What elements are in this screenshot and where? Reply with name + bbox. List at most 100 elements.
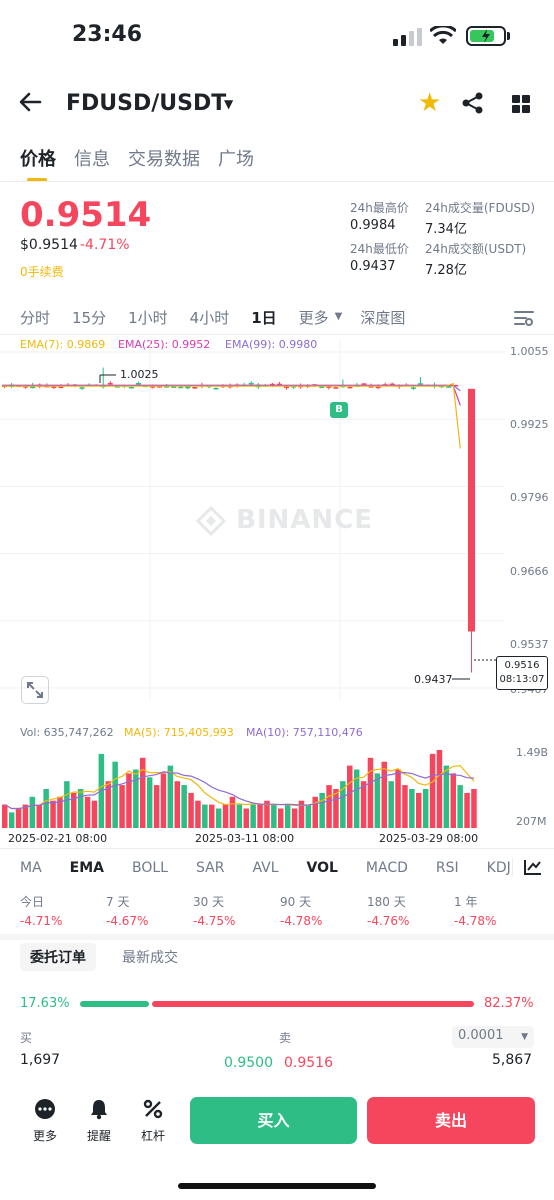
alert-button[interactable]: 提醒 bbox=[79, 1098, 119, 1144]
volume-bar bbox=[64, 781, 70, 828]
indicator-boll[interactable]: BOLL bbox=[132, 860, 168, 876]
candle bbox=[284, 386, 289, 389]
high-value: 0.9984 bbox=[350, 218, 396, 233]
vol-legend: Vol: 635,747,262 bbox=[20, 726, 114, 739]
volume-bar bbox=[278, 808, 284, 828]
fullscreen-expand-icon[interactable] bbox=[21, 676, 49, 704]
tab-order-book[interactable]: 委托订单 bbox=[20, 943, 96, 971]
low-label: 24h最低价 bbox=[350, 242, 409, 256]
more-caret-icon[interactable]: ▼ bbox=[334, 311, 343, 322]
more-button[interactable]: 更多 bbox=[25, 1098, 65, 1144]
volume-bar bbox=[105, 781, 111, 828]
volume-bar bbox=[22, 804, 29, 828]
candle bbox=[178, 386, 184, 389]
volume-axis-tick: 207M bbox=[516, 815, 547, 828]
divider bbox=[0, 181, 554, 182]
interval-15m[interactable]: 15分 bbox=[72, 309, 107, 327]
volume-bar bbox=[340, 781, 346, 828]
indicator-rsi[interactable]: RSI bbox=[435, 860, 459, 876]
volume-bar bbox=[429, 753, 436, 828]
volume-bar bbox=[450, 773, 456, 828]
bid-price[interactable]: 0.9500 bbox=[224, 1055, 273, 1071]
volume-bar bbox=[188, 792, 194, 828]
volume-bar bbox=[264, 800, 270, 828]
ask-header: 卖 bbox=[279, 1031, 292, 1045]
volume-bar bbox=[312, 796, 318, 828]
volume-bar bbox=[119, 785, 125, 828]
volume-bar bbox=[112, 761, 118, 828]
indicator-vol[interactable]: VOL bbox=[306, 860, 338, 876]
volume-bar bbox=[15, 808, 22, 828]
candle bbox=[248, 382, 254, 385]
home-indicator bbox=[178, 1183, 376, 1189]
volume-bar bbox=[271, 804, 277, 828]
candle bbox=[410, 387, 416, 389]
indicator-kdj[interactable]: KDJ bbox=[486, 860, 511, 876]
interval-more[interactable]: 更多 bbox=[298, 309, 329, 327]
volume-bar bbox=[291, 808, 298, 828]
back-arrow-icon[interactable] bbox=[18, 90, 42, 120]
volume-bar bbox=[195, 800, 201, 828]
candle bbox=[468, 388, 475, 632]
margin-button[interactable]: 杠杆 bbox=[133, 1098, 173, 1144]
interval-1d[interactable]: 1日 bbox=[251, 309, 277, 327]
candle bbox=[164, 386, 170, 388]
share-icon[interactable] bbox=[462, 92, 484, 114]
price-chart[interactable] bbox=[0, 330, 554, 710]
volume-bar bbox=[167, 765, 174, 828]
ema7-legend: EMA(7): 0.9869 bbox=[20, 338, 106, 351]
volume-bar bbox=[29, 796, 36, 828]
tab-price[interactable]: 价格 bbox=[20, 149, 56, 170]
interval-1h[interactable]: 1小时 bbox=[128, 309, 168, 327]
indicator-sar[interactable]: SAR bbox=[195, 860, 225, 876]
volume-bar bbox=[43, 789, 49, 828]
volume-bar bbox=[395, 769, 401, 828]
perf-180d: 180 天 -4.76% bbox=[367, 895, 410, 928]
tab-latest-trades[interactable]: 最新成交 bbox=[122, 950, 178, 966]
volume-bar bbox=[464, 792, 470, 828]
indicator-settings-icon[interactable] bbox=[524, 859, 542, 875]
sell-button[interactable]: 卖出 bbox=[367, 1097, 535, 1144]
candle bbox=[213, 387, 219, 390]
date-axis-tick: 2025-03-29 08:00 bbox=[379, 832, 479, 845]
depth-chart-tab[interactable]: 深度图 bbox=[360, 309, 406, 327]
candle bbox=[333, 387, 339, 389]
volume-chart[interactable] bbox=[0, 740, 500, 830]
grid-menu-icon[interactable] bbox=[512, 95, 530, 113]
precision-select[interactable]: 0.0001 ▼ bbox=[452, 1026, 534, 1048]
buy-button[interactable]: 买入 bbox=[190, 1097, 357, 1144]
volume-bar bbox=[126, 773, 132, 828]
pair-title[interactable]: FDUSD/USDT bbox=[66, 91, 227, 116]
indicator-tabs: MA EMA BOLL SAR AVL VOL MACD RSI KDJ bbox=[20, 860, 539, 876]
perf-30d: 30 天 -4.75% bbox=[193, 895, 236, 928]
volume-bar bbox=[153, 785, 160, 828]
interval-line[interactable]: 分时 bbox=[20, 309, 51, 327]
pair-dropdown-icon[interactable]: ▼ bbox=[224, 97, 234, 111]
ask-price[interactable]: 0.9516 bbox=[284, 1055, 333, 1071]
buy-marker[interactable]: B bbox=[330, 402, 348, 418]
more-dots-icon bbox=[35, 1099, 55, 1119]
indicator-ema[interactable]: EMA bbox=[69, 860, 104, 876]
percent-icon bbox=[143, 1099, 163, 1119]
volume-bar bbox=[133, 769, 139, 828]
tab-square[interactable]: 广场 bbox=[218, 149, 254, 170]
indicator-avl[interactable]: AVL bbox=[252, 860, 279, 876]
precision-caret-icon: ▼ bbox=[521, 1032, 528, 1042]
tab-info[interactable]: 信息 bbox=[74, 149, 110, 170]
status-time: 23:46 bbox=[72, 22, 143, 47]
perf-1y: 1 年 -4.78% bbox=[454, 895, 497, 928]
volume-bar bbox=[84, 796, 91, 828]
date-axis-tick: 2025-03-11 08:00 bbox=[195, 832, 295, 845]
low-value: 0.9437 bbox=[350, 259, 396, 274]
favorite-star-icon[interactable]: ★ bbox=[418, 88, 442, 118]
signal-icon bbox=[393, 28, 422, 46]
tab-trading-data[interactable]: 交易数据 bbox=[128, 149, 200, 170]
ema99-legend: EMA(99): 0.9980 bbox=[225, 338, 318, 351]
candle bbox=[453, 384, 459, 387]
indicator-macd[interactable]: MACD bbox=[365, 860, 408, 876]
interval-4h[interactable]: 4小时 bbox=[189, 309, 230, 327]
indicator-ma[interactable]: MA bbox=[20, 860, 42, 876]
candle bbox=[319, 386, 325, 388]
volume-bar bbox=[402, 785, 408, 828]
chart-settings-icon[interactable] bbox=[514, 309, 534, 327]
